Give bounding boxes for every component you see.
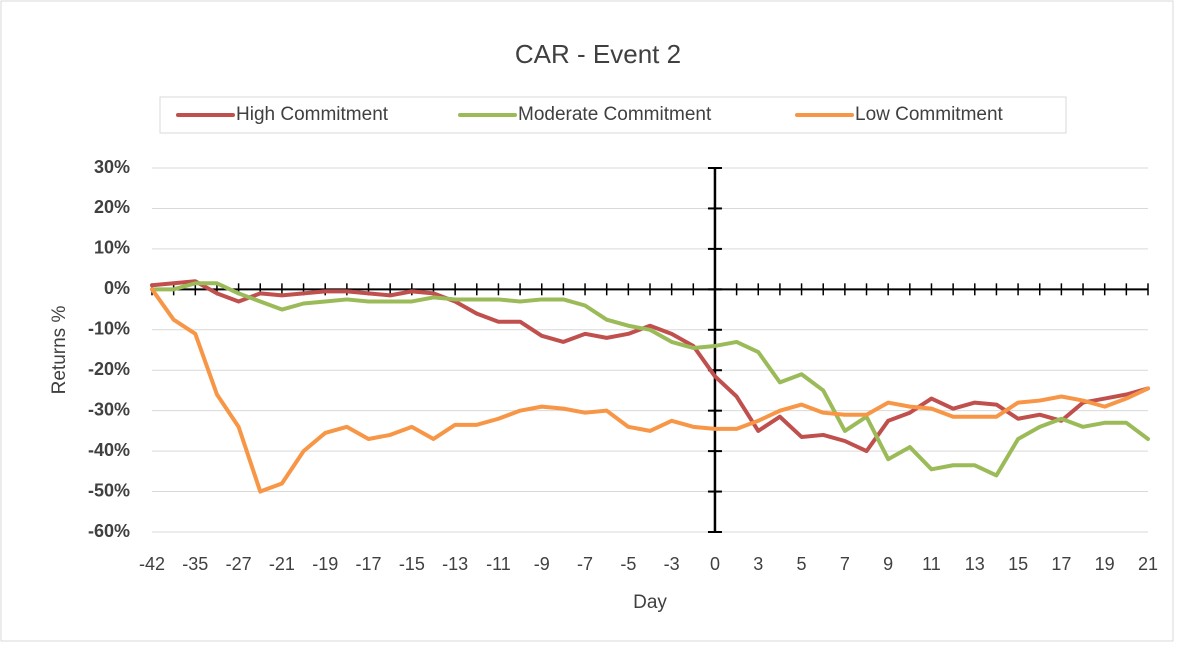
legend-label: Moderate Commitment — [518, 104, 712, 125]
x-tick-label: 0 — [710, 554, 720, 574]
x-axis-title: Day — [633, 592, 667, 613]
y-tick-label: 10% — [94, 238, 130, 258]
x-tick-label: 19 — [1095, 554, 1115, 574]
x-tick-label: -5 — [620, 554, 636, 574]
x-tick-label: 5 — [797, 554, 807, 574]
legend-label: High Commitment — [236, 104, 389, 125]
x-tick-label: 21 — [1138, 554, 1158, 574]
x-tick-label: -35 — [182, 554, 208, 574]
x-tick-label: 17 — [1051, 554, 1071, 574]
legend-box — [159, 96, 1067, 134]
y-tick-label: -60% — [88, 521, 130, 541]
x-tick-label: 11 — [922, 554, 941, 574]
y-tick-label: -30% — [88, 399, 130, 419]
x-tick-label: 9 — [883, 554, 893, 574]
y-tick-label: 30% — [94, 157, 130, 177]
x-tick-label: 15 — [1008, 554, 1028, 574]
x-tick-label: 13 — [965, 554, 985, 574]
x-tick-label: -7 — [577, 554, 593, 574]
x-tick-label: 3 — [753, 554, 763, 574]
y-axis-title: Returns % — [49, 306, 70, 395]
y-tick-label: -50% — [88, 480, 130, 500]
x-tick-label: -9 — [534, 554, 550, 574]
y-tick-label: -10% — [88, 319, 130, 339]
chart-title: CAR - Event 2 — [515, 39, 681, 69]
y-tick-label: -40% — [88, 440, 130, 460]
x-tick-label: -15 — [399, 554, 425, 574]
x-tick-label: -17 — [356, 554, 382, 574]
x-tick-label: -13 — [442, 554, 468, 574]
x-tick-label: -19 — [312, 554, 338, 574]
series-line — [150, 281, 1150, 478]
legend-label: Low Commitment — [855, 104, 1004, 125]
series-line — [150, 287, 1150, 494]
x-tick-label: -3 — [664, 554, 680, 574]
x-tick-label: -11 — [486, 554, 511, 574]
y-tick-label: 0% — [104, 278, 130, 298]
x-tick-label: 7 — [840, 554, 850, 574]
y-tick-label: -20% — [88, 359, 130, 379]
y-tick-label: 20% — [94, 197, 130, 217]
x-tick-label: -42 — [139, 554, 165, 574]
series-line — [150, 279, 1150, 454]
x-tick-label: -27 — [226, 554, 252, 574]
x-tick-label: -21 — [269, 554, 295, 574]
